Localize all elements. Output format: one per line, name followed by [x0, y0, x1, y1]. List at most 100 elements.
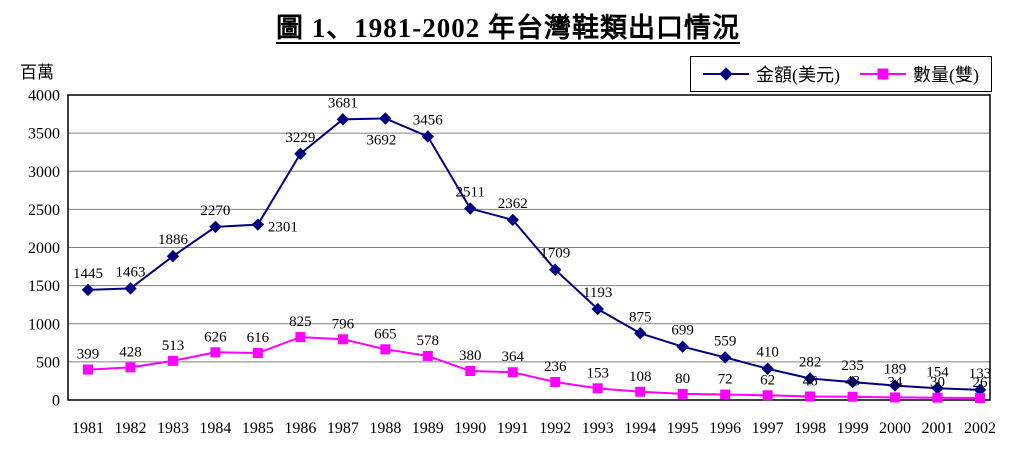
amount-series-data-label: 559 — [714, 333, 737, 349]
quantity-series-point-marker — [252, 348, 263, 359]
quantity-series-point-marker — [635, 386, 646, 397]
x-tick-label: 1985 — [242, 420, 274, 437]
amount-series-data-label: 1193 — [583, 285, 612, 301]
amount-series-data-label: 3456 — [413, 112, 444, 128]
x-tick-label: 1987 — [327, 420, 359, 437]
amount-series-point-marker — [124, 282, 137, 295]
quantity-series-data-label: 26 — [973, 375, 989, 391]
quantity-series-point-marker — [677, 388, 688, 399]
x-tick-label: 1994 — [624, 420, 656, 437]
quantity-series-data-label: 796 — [332, 316, 355, 332]
legend-item-quantity: 數量(雙) — [860, 61, 979, 87]
x-tick-label: 1988 — [369, 420, 401, 437]
quantity-series-marker-icon — [860, 68, 906, 80]
amount-series-marker-icon — [703, 67, 749, 81]
amount-series-data-label: 3692 — [366, 132, 396, 148]
x-tick-label: 2002 — [964, 420, 996, 437]
amount-series-data-label: 1463 — [115, 264, 145, 280]
amount-series-data-label: 1445 — [73, 266, 103, 282]
legend: 金額(美元) 數量(雙) — [690, 56, 992, 92]
plot-border — [67, 94, 991, 401]
quantity-series-data-label: 825 — [289, 314, 312, 330]
amount-series-point-marker — [294, 147, 307, 160]
amount-series-point-marker — [506, 213, 519, 227]
quantity-series-point-marker — [847, 391, 858, 402]
legend-item-amount: 金額(美元) — [703, 61, 840, 87]
amount-series-point-marker — [676, 340, 689, 353]
amount-series-point-marker — [633, 327, 647, 340]
amount-series-data-label: 3229 — [285, 130, 315, 146]
x-tick-label: 1982 — [114, 420, 146, 437]
quantity-series-point-marker — [720, 389, 731, 400]
quantity-series-point-marker — [337, 334, 348, 345]
quantity-series-data-label: 380 — [459, 348, 482, 364]
quantity-series-point-marker — [890, 392, 901, 403]
quantity-series-data-label: 513 — [162, 338, 185, 354]
quantity-series-point-marker — [932, 392, 943, 403]
x-tick-label: 2001 — [922, 420, 954, 437]
quantity-series-line — [87, 336, 981, 400]
x-tick-label: 1981 — [72, 420, 104, 437]
amount-series-data-label: 2362 — [498, 196, 528, 212]
x-tick-label: 1983 — [157, 420, 189, 437]
amount-series-data-label: 2301 — [268, 220, 298, 236]
quantity-series-data-label: 72 — [718, 372, 733, 388]
amount-series-data-label: 2511 — [456, 185, 485, 201]
y-axis-unit-label: 百萬 — [20, 63, 54, 82]
amount-series-data-label: 699 — [671, 323, 694, 339]
amount-series-point-marker — [718, 351, 732, 364]
amount-series-data-label: 235 — [841, 358, 864, 374]
y-tick-label: 1000 — [28, 316, 60, 333]
quantity-series-point-marker — [592, 383, 603, 394]
y-tick-label: 2000 — [28, 240, 60, 257]
amount-series-point-marker — [549, 263, 562, 276]
quantity-series-data-label: 428 — [119, 344, 142, 360]
quantity-series-point-marker — [380, 344, 391, 355]
y-tick-label: 4000 — [28, 88, 60, 105]
quantity-series-data-label: 626 — [204, 329, 227, 345]
amount-series-point-marker — [464, 202, 477, 215]
quantity-series-data-label: 665 — [374, 326, 397, 342]
quantity-series-point-marker — [422, 350, 433, 361]
quantity-series-data-label: 108 — [629, 369, 652, 385]
y-tick-label: 500 — [36, 354, 60, 371]
quantity-series-point-marker — [975, 393, 985, 404]
y-tick-label: 0 — [52, 393, 60, 410]
amount-series-data-label: 133 — [969, 366, 992, 382]
amount-series-line — [87, 117, 981, 391]
amount-series-data-label: 154 — [926, 364, 949, 380]
quantity-series-point-marker — [83, 364, 93, 375]
x-tick-label: 1984 — [199, 420, 231, 437]
quantity-series-data-label: 153 — [586, 365, 609, 381]
amount-series-point-marker — [209, 220, 222, 234]
amount-series-data-label: 2270 — [200, 203, 230, 219]
amount-series-point-marker — [421, 130, 435, 143]
legend-label-quantity: 數量(雙) — [913, 65, 979, 85]
y-tick-label: 3000 — [28, 164, 60, 181]
quantity-series-data-label: 34 — [888, 374, 904, 390]
amount-series-data-label: 1886 — [158, 232, 189, 248]
quantity-series-point-marker — [550, 377, 561, 388]
quantity-series-data-label: 46 — [803, 373, 819, 389]
quantity-series-point-marker — [805, 391, 816, 402]
amount-series-data-label: 282 — [799, 354, 822, 370]
amount-series-point-marker — [166, 249, 180, 263]
amount-series-point-marker — [591, 302, 604, 316]
x-tick-label: 1992 — [539, 420, 571, 437]
amount-series-point-marker — [379, 112, 392, 125]
amount-series-point-marker — [81, 283, 95, 297]
quantity-series-data-label: 80 — [675, 371, 690, 387]
quantity-series-data-label: 62 — [760, 372, 775, 388]
quantity-series-data-label: 30 — [930, 375, 945, 391]
quantity-series-point-marker — [167, 355, 178, 366]
amount-series-point-marker — [846, 375, 859, 389]
amount-series-point-marker — [803, 372, 817, 385]
amount-series-data-label: 189 — [884, 362, 907, 378]
x-tick-label: 1998 — [794, 420, 826, 437]
x-tick-label: 1999 — [837, 420, 869, 437]
amount-series-data-label: 3681 — [328, 95, 358, 111]
quantity-series-data-label: 236 — [544, 359, 567, 375]
quantity-series-data-label: 616 — [247, 330, 270, 346]
legend-label-amount: 金額(美元) — [756, 65, 840, 85]
